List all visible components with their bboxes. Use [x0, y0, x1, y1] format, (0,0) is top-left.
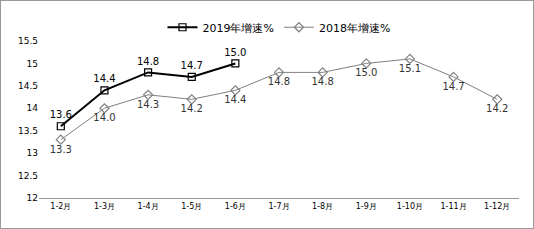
- svg-text:15.1: 15.1: [399, 63, 421, 74]
- svg-text:1-11月: 1-11月: [440, 202, 466, 211]
- svg-text:15.0: 15.0: [355, 67, 377, 78]
- svg-text:13.5: 13.5: [18, 126, 38, 136]
- svg-text:1-9月: 1-9月: [356, 202, 377, 211]
- svg-text:1-7月: 1-7月: [268, 202, 289, 211]
- svg-text:14.7: 14.7: [181, 60, 203, 71]
- svg-text:1-8月: 1-8月: [312, 202, 333, 211]
- svg-text:14.2: 14.2: [181, 103, 203, 114]
- svg-text:14.8: 14.8: [268, 76, 290, 87]
- svg-text:14.2: 14.2: [486, 103, 508, 114]
- svg-text:14.7: 14.7: [442, 81, 464, 92]
- svg-text:2018年增速%: 2018年增速%: [319, 22, 390, 35]
- svg-text:1-2月: 1-2月: [50, 202, 71, 211]
- svg-text:14.3: 14.3: [137, 99, 159, 110]
- svg-text:13: 13: [27, 148, 38, 158]
- svg-text:14.5: 14.5: [18, 81, 38, 91]
- svg-text:14.4: 14.4: [93, 73, 115, 84]
- svg-text:14.8: 14.8: [137, 56, 159, 67]
- svg-text:14.4: 14.4: [224, 94, 246, 105]
- svg-text:14.8: 14.8: [312, 76, 334, 87]
- svg-text:12: 12: [27, 193, 38, 203]
- svg-text:15.5: 15.5: [18, 36, 38, 46]
- svg-text:1-12月: 1-12月: [484, 202, 510, 211]
- svg-text:13.6: 13.6: [50, 109, 72, 120]
- svg-text:1-5月: 1-5月: [181, 202, 202, 211]
- svg-text:1-3月: 1-3月: [94, 202, 115, 211]
- svg-text:15: 15: [27, 59, 38, 69]
- svg-text:1-6月: 1-6月: [225, 202, 246, 211]
- svg-text:1-4月: 1-4月: [138, 202, 159, 211]
- svg-text:13.3: 13.3: [50, 144, 72, 155]
- svg-text:14: 14: [27, 103, 39, 113]
- svg-text:15.0: 15.0: [224, 47, 246, 58]
- svg-text:12.5: 12.5: [18, 171, 38, 181]
- svg-text:14.0: 14.0: [93, 112, 115, 123]
- svg-text:2019年增速%: 2019年增速%: [203, 22, 274, 35]
- svg-text:1-10月: 1-10月: [397, 202, 423, 211]
